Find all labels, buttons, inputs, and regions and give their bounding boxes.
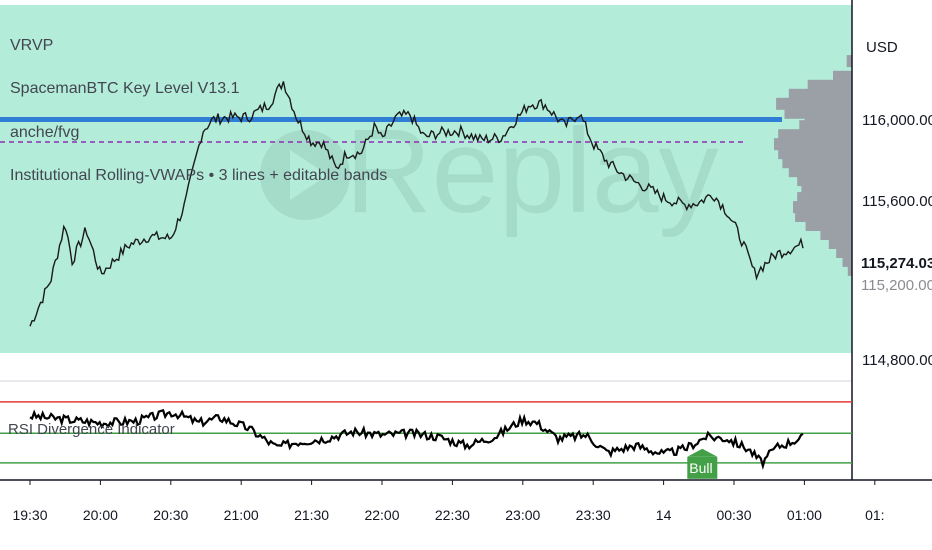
time-tick-label: 01:00 bbox=[787, 507, 822, 523]
volume-profile bbox=[774, 55, 852, 276]
level-lines bbox=[0, 117, 782, 143]
time-tick-label: 14 bbox=[656, 507, 672, 523]
rsi-line[interactable] bbox=[29, 408, 804, 470]
bull-label: Bull bbox=[689, 460, 712, 476]
indicator-anche-fvg[interactable]: anche/fvg bbox=[10, 124, 79, 141]
time-tick-label: 21:00 bbox=[224, 507, 259, 523]
current-price-label: 115,274.03 bbox=[861, 255, 932, 272]
time-tick-label: 21:30 bbox=[294, 507, 329, 523]
price-series bbox=[29, 81, 804, 327]
price-line[interactable] bbox=[29, 81, 804, 327]
price-tick-116000: 116,000.00 bbox=[862, 112, 932, 129]
indicator-legend: VRVP SpacemanBTC Key Level V13.1 anche/f… bbox=[10, 37, 387, 184]
rsi-pane[interactable] bbox=[0, 401, 852, 470]
indicator-rsi[interactable]: RSI Divergence Indicator bbox=[8, 421, 175, 438]
time-tick-label: 20:30 bbox=[153, 507, 188, 523]
price-axis[interactable]: USD 116,000.00 115,600.00 114,800.00 115… bbox=[856, 39, 932, 369]
replay-watermark: Replay bbox=[260, 104, 719, 238]
price-tick-114800: 114,800.00 bbox=[862, 352, 932, 369]
time-tick-label: 22:00 bbox=[364, 507, 399, 523]
indicator-key-level[interactable]: SpacemanBTC Key Level V13.1 bbox=[10, 80, 240, 97]
volume-profile-bar bbox=[847, 263, 852, 276]
currency-label[interactable]: USD bbox=[866, 39, 898, 56]
time-tick-label: 20:00 bbox=[83, 507, 118, 523]
time-tick-label: 23:30 bbox=[576, 507, 611, 523]
watermark-text: Replay bbox=[345, 104, 719, 238]
price-pane-background[interactable] bbox=[0, 5, 852, 353]
bull-divergence-label: Bull bbox=[687, 448, 718, 479]
time-tick-label: 00:30 bbox=[716, 507, 751, 523]
current-price-mask bbox=[856, 272, 932, 288]
play-icon bbox=[290, 150, 328, 200]
time-axis[interactable]: 19:30 20:00 20:30 21:00 21:30 22:00 22:30 23:00… bbox=[12, 480, 885, 523]
volume-profile-bar bbox=[846, 55, 852, 68]
hidden-price-tick: 115,200.00 bbox=[861, 277, 932, 294]
indicator-vwap[interactable]: Institutional Rolling-VWAPs • 3 lines + … bbox=[10, 167, 387, 184]
time-tick-label: 22:30 bbox=[435, 507, 470, 523]
indicator-vrvp[interactable]: VRVP bbox=[10, 37, 53, 54]
time-tick-label: 01: bbox=[865, 507, 884, 523]
time-tick-label: 23:00 bbox=[505, 507, 540, 523]
time-tick-label: 19:30 bbox=[12, 507, 47, 523]
bull-box bbox=[687, 456, 718, 479]
volume-profile-bar bbox=[842, 254, 852, 267]
price-tick-115600: 115,600.00 bbox=[862, 193, 932, 210]
bull-pointer bbox=[687, 448, 718, 457]
